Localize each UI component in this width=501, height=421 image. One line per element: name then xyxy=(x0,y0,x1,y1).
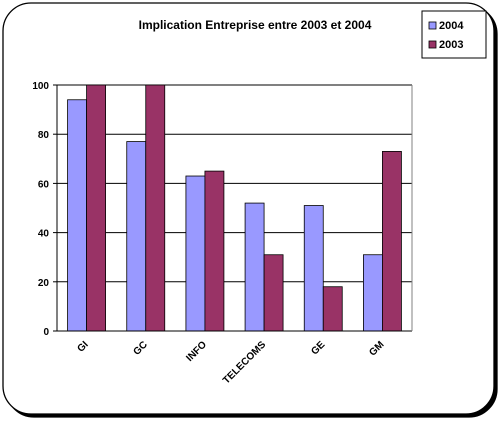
bar-2003-ge xyxy=(322,286,343,332)
y-tick-label: 100 xyxy=(32,81,49,92)
legend-swatch-2003 xyxy=(428,40,437,49)
legend-box xyxy=(421,10,487,59)
bar-2003-gi xyxy=(86,84,106,332)
bar-2003-telecoms xyxy=(263,254,284,332)
y-tick-label: 20 xyxy=(38,278,50,289)
legend-label-2004: 2004 xyxy=(439,20,464,32)
bar-2004-gc xyxy=(126,141,147,332)
legend-label-2003: 2003 xyxy=(439,39,463,51)
bar-2004-gm xyxy=(363,254,383,332)
plot-background xyxy=(57,85,412,331)
chart-title: Implication Entreprise entre 2003 et 200… xyxy=(139,18,372,32)
bar-2004-telecoms xyxy=(244,202,265,332)
bar-2003-info xyxy=(204,170,225,332)
bar-2004-gi xyxy=(67,99,87,332)
y-tick-label: 40 xyxy=(38,229,50,240)
y-tick-label: 60 xyxy=(38,179,50,190)
bar-2003-gm xyxy=(382,151,402,332)
y-tick-label: 80 xyxy=(38,130,50,141)
y-tick-label: 0 xyxy=(43,327,49,338)
bar-2003-gc xyxy=(145,84,166,332)
legend-swatch-2004 xyxy=(428,21,437,30)
chart-legend: 2004 2003 xyxy=(421,10,487,59)
bar-2004-info xyxy=(185,175,206,332)
bar-2004-ge xyxy=(303,205,324,332)
